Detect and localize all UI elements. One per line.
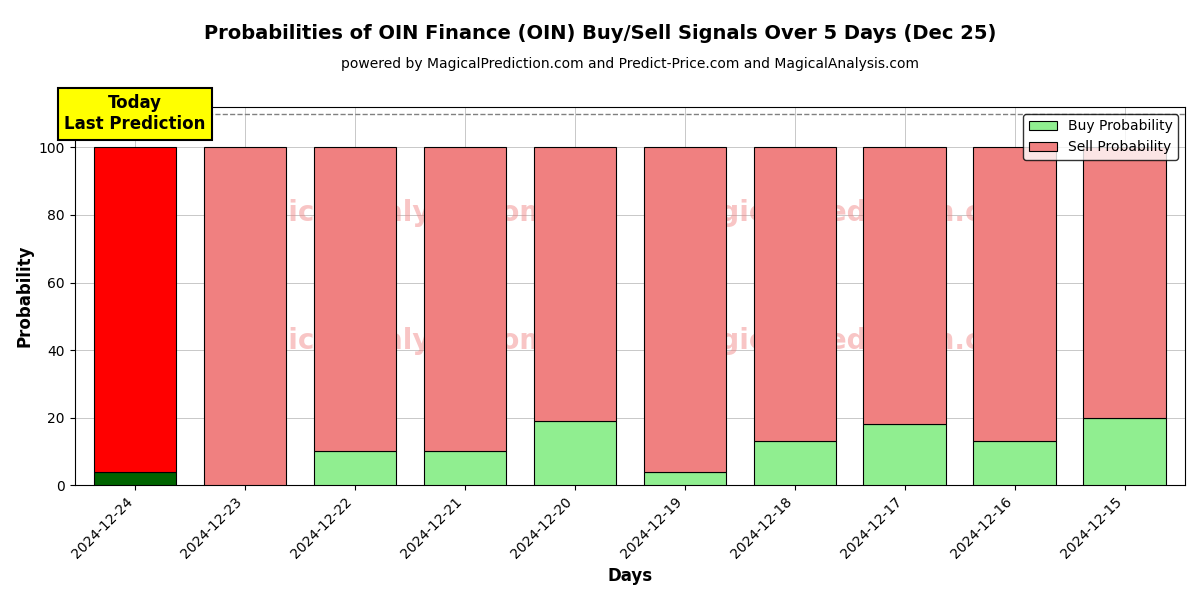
X-axis label: Days: Days — [607, 567, 653, 585]
Text: MagicalPrediction.com: MagicalPrediction.com — [673, 328, 1030, 355]
Text: MagicalAnalysis.com: MagicalAnalysis.com — [222, 328, 548, 355]
Bar — [864, 148, 946, 424]
Bar — [643, 148, 726, 472]
Text: Today
Last Prediction: Today Last Prediction — [65, 94, 206, 133]
Legend: Buy Probability, Sell Probability: Buy Probability, Sell Probability — [1024, 114, 1178, 160]
Bar — [313, 148, 396, 451]
Bar — [754, 441, 836, 485]
Y-axis label: Probability: Probability — [16, 245, 34, 347]
Bar — [864, 424, 946, 485]
Bar — [973, 148, 1056, 441]
Bar — [643, 472, 726, 485]
Text: MagicalPrediction.com: MagicalPrediction.com — [673, 199, 1030, 227]
Bar — [754, 148, 836, 441]
Bar — [973, 441, 1056, 485]
Bar — [534, 421, 616, 485]
Title: powered by MagicalPrediction.com and Predict-Price.com and MagicalAnalysis.com: powered by MagicalPrediction.com and Pre… — [341, 57, 919, 71]
Bar — [534, 148, 616, 421]
Text: MagicalAnalysis.com: MagicalAnalysis.com — [222, 199, 548, 227]
Bar — [204, 148, 287, 485]
Text: Probabilities of OIN Finance (OIN) Buy/Sell Signals Over 5 Days (Dec 25): Probabilities of OIN Finance (OIN) Buy/S… — [204, 24, 996, 43]
Bar — [1084, 418, 1165, 485]
Bar — [313, 451, 396, 485]
Bar — [424, 451, 506, 485]
Bar — [94, 472, 176, 485]
Bar — [94, 148, 176, 472]
Bar — [424, 148, 506, 451]
Bar — [1084, 148, 1165, 418]
